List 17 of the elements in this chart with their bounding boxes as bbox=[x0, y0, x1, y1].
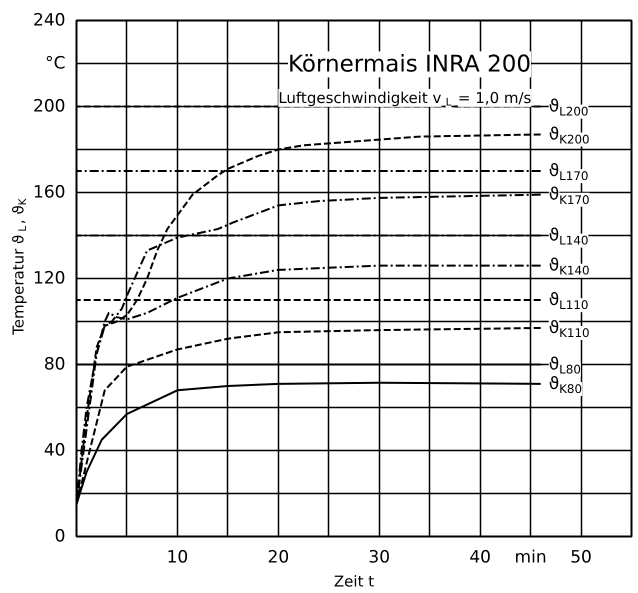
y-tick-label: 120 bbox=[33, 268, 66, 288]
x-tick-label: 40 bbox=[469, 548, 491, 568]
x-tick-label: min bbox=[514, 548, 547, 568]
y-tick-label: 160 bbox=[33, 182, 66, 202]
x-tick-label: 10 bbox=[166, 548, 188, 568]
y-tick-label: 240 bbox=[33, 10, 66, 30]
x-tick-label: 50 bbox=[570, 548, 592, 568]
y-tick-label: 0 bbox=[54, 526, 66, 546]
y-tick-label: 80 bbox=[44, 354, 66, 374]
text: Körnermais INRA 200 bbox=[288, 51, 532, 78]
x-axis-title: Zeit t bbox=[334, 572, 374, 590]
x-tick-label: 20 bbox=[268, 548, 290, 568]
y-axis-title: Temperatur ϑL, ϑK bbox=[10, 197, 29, 336]
y-tick-label: °C bbox=[45, 54, 66, 74]
x-tick-label: 30 bbox=[368, 548, 390, 568]
y-tick-label: 40 bbox=[44, 440, 66, 460]
y-tick-label: 200 bbox=[33, 96, 66, 116]
